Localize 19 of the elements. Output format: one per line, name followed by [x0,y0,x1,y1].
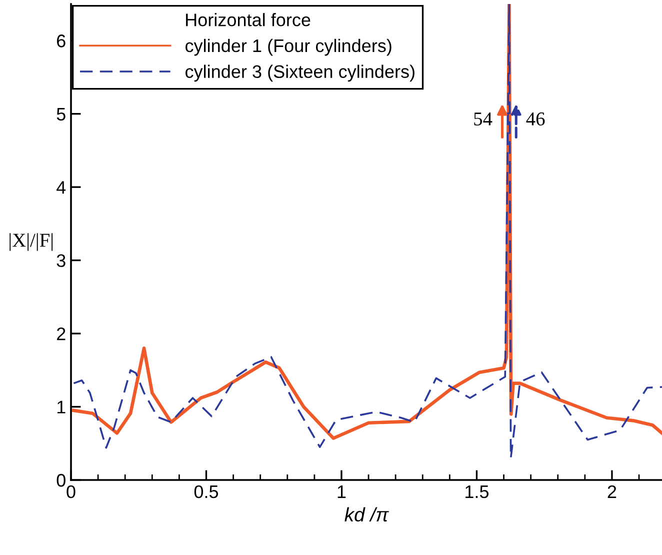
y-tick-label: 2 [57,327,66,340]
x-tick-label: 0.5 [194,485,218,498]
x-tick-label: 1.5 [466,486,489,498]
annotation: 54 [474,112,492,126]
legend-label: cylinder 1 (Four cylinders) [186,38,392,56]
y-tick-label: 0 [56,474,66,487]
legend-title: Horizontal force [186,13,310,26]
x-tick-label: 2 [608,485,616,498]
y-tick-label: 1 [57,400,66,414]
x-tick-label: 1 [338,486,346,498]
y-tick-label: 5 [56,108,66,121]
x-axis-title: kd /π [344,507,389,522]
y-tick-label: 4 [56,181,66,194]
legend-label: cylinder 3 (Sixteen cylinders) [186,64,414,82]
y-tick-label: 6 [57,34,66,48]
x-tick-label: 0 [66,485,76,498]
y-axis-title: |X|/|F| [10,233,53,251]
annotation: 46 [526,112,545,126]
y-tick-label: 3 [56,254,66,268]
